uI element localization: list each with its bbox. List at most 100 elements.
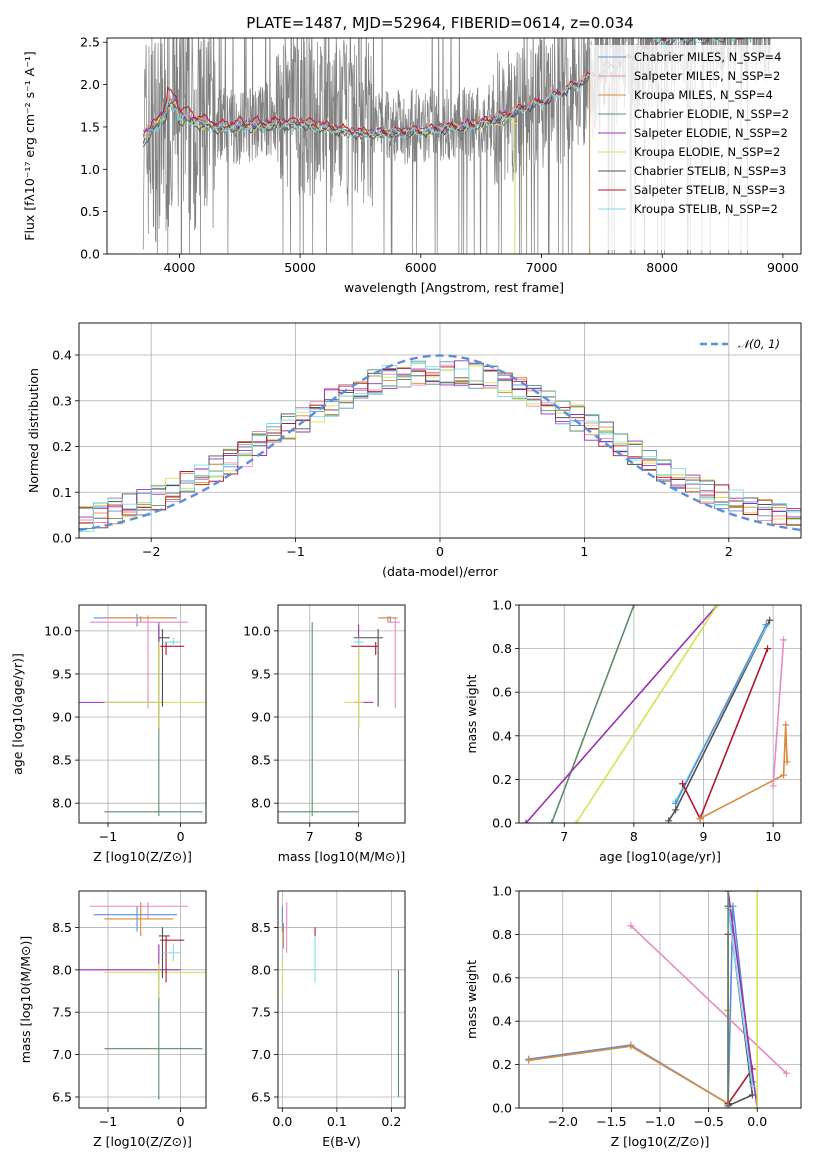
histogram-series-step (79, 360, 801, 518)
errorbar-data (79, 613, 206, 817)
y-tick-label: 0.3 (52, 393, 72, 408)
weight-line (727, 891, 758, 1108)
y-tick-label: 9.5 (251, 666, 271, 681)
y-axis-label: mass weight (464, 960, 479, 1039)
x-tick-label: 7 (560, 829, 568, 844)
x-tick-label: 0.0 (747, 1114, 767, 1129)
histogram-data (79, 354, 801, 532)
x-tick-label: 6000 (405, 260, 437, 275)
weight-line (528, 1010, 729, 1106)
x-axis-label: Z [log10(Z/Z⊙)] (611, 1134, 710, 1149)
y-tick-label: 8.5 (52, 753, 72, 768)
weight-marker (753, 891, 761, 895)
weight-line (525, 605, 719, 823)
y-tick-label: 8.5 (251, 920, 271, 935)
y-axis-label: mass [log10(M/M⊙)] (18, 936, 33, 1064)
y-tick-label: 1.5 (80, 119, 100, 134)
plot-frame (277, 604, 406, 824)
y-tick-label: 0.6 (492, 685, 512, 700)
x-axis-label: (data-model)/error (382, 564, 499, 579)
y-tick-label: 1.0 (80, 162, 100, 177)
x-tick-label: −1 (286, 544, 304, 559)
mass-weight-vs-metallicity-panel: −2.0 −1.5 −1.0 −0.5 0.0 0.0 0.2 0.4 0.6 0.8 1.0 Z [… (464, 884, 802, 1149)
x-axis-label: age [log10(age/yr)] (599, 849, 721, 864)
x-tick-label: −1 (99, 1114, 117, 1129)
model-spectrum-line (142, 38, 739, 144)
x-axis-label: wavelength [Angstrom, rest frame] (344, 280, 564, 295)
y-tick-label: 0.8 (492, 927, 512, 942)
weight-line (674, 624, 767, 804)
y-axis-label: age [log10(age/yr)] (10, 653, 25, 775)
x-tick-label: −2 (142, 544, 160, 559)
normal-reference-curve (79, 354, 801, 532)
y-tick-label: 0.8 (492, 641, 512, 656)
age-vs-mass-panel: 7 8 8.0 8.5 9.0 9.5 10.0 mass [log10(M/M⊙)] (243, 604, 406, 864)
weight-marker (782, 1069, 790, 1077)
y-tick-label: 8.5 (52, 920, 72, 935)
legend-entry: Kroupa ELODIE, N_SSP=2 (634, 145, 780, 159)
weight-line (550, 605, 635, 823)
weight-marker (672, 799, 680, 807)
weight-line (681, 648, 769, 821)
age-vs-metallicity-panel: −1 0 8.0 8.5 9.0 9.5 10.0 Z [log10(Z/Z⊙)] age [l… (10, 604, 207, 864)
y-tick-label: 0.2 (492, 1057, 512, 1072)
x-axis-label: E(B-V) (322, 1134, 361, 1149)
model-spectrum-line (142, 38, 767, 147)
errorbar-data (79, 902, 206, 1100)
legend-entry: Chabrier MILES, N_SSP=4 (634, 50, 781, 64)
histogram-series-step (79, 362, 801, 532)
y-tick-label: 8.0 (52, 796, 72, 811)
weight-marker (679, 780, 687, 788)
y-axis-label: mass weight (464, 674, 479, 753)
x-tick-label: 7 (306, 829, 314, 844)
mass-vs-metallicity-panel: −1 0 6.5 7.0 7.5 8.0 8.5 Z [log10(Z/Z⊙)] mass [l… (18, 890, 207, 1149)
y-tick-label: 0.1 (52, 485, 72, 500)
y-tick-label: 9.5 (52, 666, 72, 681)
x-tick-label: −2.0 (548, 1114, 578, 1129)
x-tick-label: 4000 (164, 260, 196, 275)
y-tick-label: 2.0 (80, 77, 100, 92)
y-tick-label: 0.2 (492, 772, 512, 787)
x-tick-label: 5000 (284, 260, 316, 275)
y-tick-label: 0.4 (492, 1014, 512, 1029)
y-tick-label: 0.5 (80, 204, 100, 219)
x-tick-label: 1 (580, 544, 588, 559)
y-tick-label: 10.0 (243, 623, 271, 638)
weight-marker (748, 1082, 756, 1090)
y-tick-label: 2.5 (80, 35, 100, 50)
weight-marker (780, 636, 788, 644)
y-tick-label: 0.4 (492, 728, 512, 743)
y-tick-label: 9.0 (52, 710, 72, 725)
x-tick-label: 8 (355, 829, 363, 844)
x-tick-label: 9000 (767, 260, 799, 275)
x-axis-label: Z [log10(Z/Z⊙)] (93, 1134, 192, 1149)
x-tick-label: −1.0 (645, 1114, 675, 1129)
x-tick-label: 0.0 (272, 1114, 292, 1129)
legend-entry: 𝒩(0, 1) (738, 337, 780, 351)
y-tick-label: 1.0 (492, 598, 512, 613)
y-tick-label: 8.5 (251, 753, 271, 768)
legend-entry: Salpeter STELIB, N_SSP=3 (634, 183, 785, 197)
legend-background (590, 45, 797, 250)
y-tick-label: 0.0 (492, 816, 512, 831)
weight-line (575, 605, 719, 823)
y-axis-label: Normed distribution (26, 368, 41, 493)
weight-marker (627, 922, 635, 930)
weight-line (699, 724, 788, 820)
mass-vs-extinction-panel: 0.0 0.1 0.2 6.5 7.0 7.5 8.0 8.5 E(B-V) (251, 890, 406, 1149)
legend-entry: Kroupa MILES, N_SSP=4 (634, 88, 773, 102)
weight-marker (525, 1056, 533, 1064)
spectrum-data (142, 38, 771, 254)
weight-marker (762, 621, 770, 629)
y-tick-label: 0.4 (52, 348, 72, 363)
y-tick-label: 8.0 (251, 796, 271, 811)
y-tick-label: 8.0 (52, 962, 72, 977)
x-tick-label: 7000 (526, 260, 558, 275)
weight-marker (548, 819, 556, 823)
x-tick-label: 0 (177, 829, 185, 844)
x-tick-label: −0.5 (693, 1114, 723, 1129)
plot-frame (78, 604, 207, 824)
weight-marker (769, 782, 777, 790)
y-tick-label: 6.5 (52, 1089, 72, 1104)
